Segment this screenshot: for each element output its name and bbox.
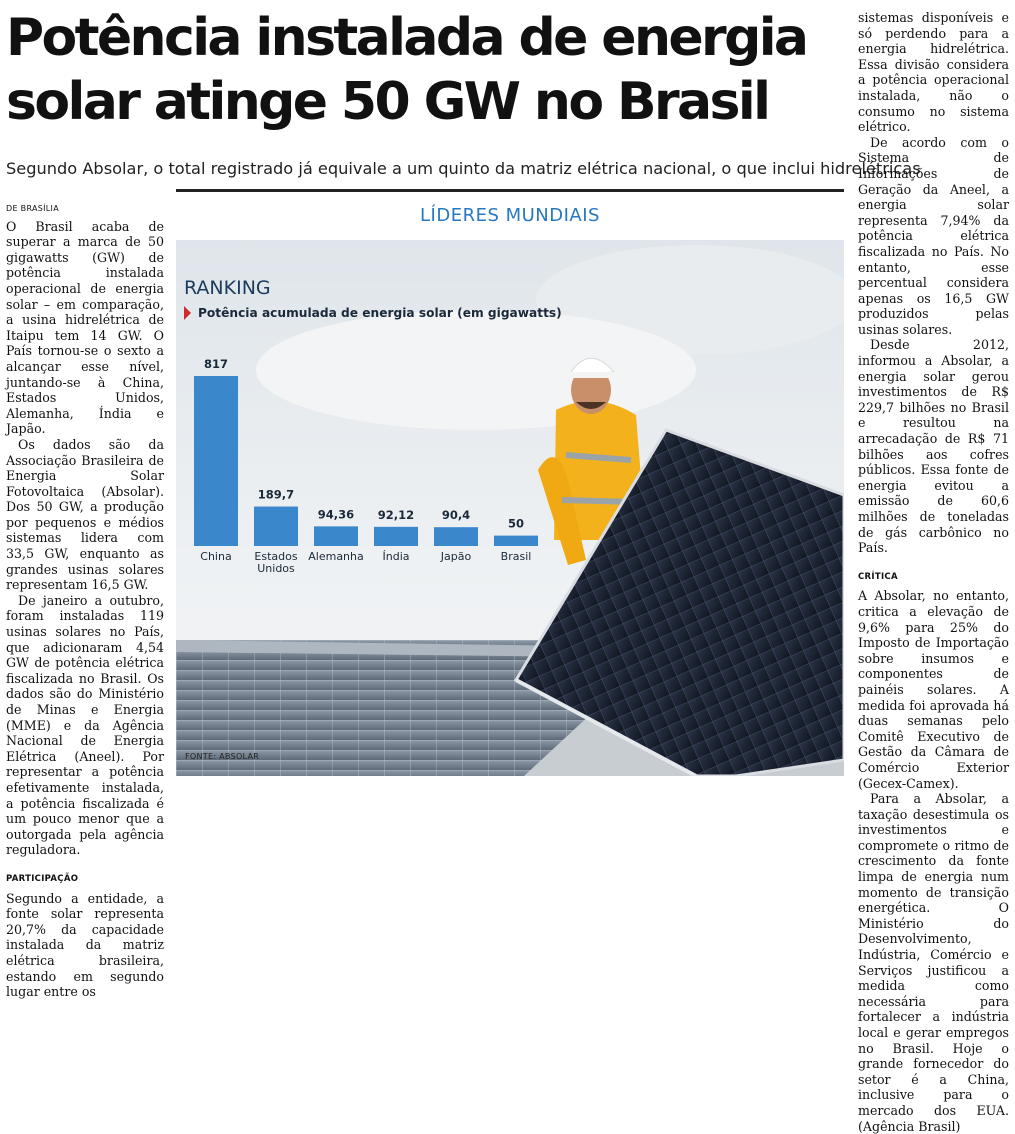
article-paragraph: Os dados são da Associação Brasileira de… xyxy=(6,436,164,593)
article-column-right: sistemas disponíveis e só perdendo para … xyxy=(858,10,1009,1134)
article-paragraph: De acordo com o Sistema de Informações d… xyxy=(858,134,1009,337)
chart-title-marker xyxy=(184,306,191,320)
subheadline: Segundo Absolar, o total registrado já e… xyxy=(6,159,921,178)
bar-value-label: 189,7 xyxy=(258,488,294,502)
article-paragraph: Desde 2012, informou a Absolar, a energi… xyxy=(858,337,1009,556)
bar-value-label: 817 xyxy=(204,357,228,371)
bar-value-label: 50 xyxy=(508,517,524,531)
ranking-label: RANKING xyxy=(184,277,271,299)
headline-line1: Potência instalada de energia xyxy=(6,8,809,68)
article-paragraph: sistemas disponíveis e só perdendo para … xyxy=(858,10,1009,135)
photo-illustration xyxy=(176,240,844,776)
article-paragraph: A Absolar, no entanto, critica a elevaçã… xyxy=(858,588,1009,791)
article-column-left: DE BRASÍLIA O Brasil acaba de superar a … xyxy=(6,201,164,1000)
bar-value-label: 94,36 xyxy=(318,507,354,521)
solar-panel xyxy=(513,428,844,776)
bar-estados-unidos xyxy=(254,506,298,546)
headline-line2: solar atinge 50 GW no Brasil xyxy=(6,72,771,132)
chart-source: FONTE: ABSOLAR xyxy=(185,752,260,761)
category-label: Estados xyxy=(254,550,297,563)
bar-brasil xyxy=(494,535,538,546)
category-label: Índia xyxy=(383,550,410,563)
category-label: Japão xyxy=(440,550,472,563)
bar-japão xyxy=(434,527,478,546)
chart-title: Potência acumulada de energia solar (em … xyxy=(198,306,562,320)
bar-value-label: 90,4 xyxy=(442,508,470,522)
bar-índia xyxy=(374,526,418,546)
category-label: Brasil xyxy=(501,550,532,563)
dateline: DE BRASÍLIA xyxy=(6,204,59,213)
section-kicker: CRÍTICA xyxy=(858,571,898,582)
graphic-title: LÍDERES MUNDIAIS xyxy=(420,205,600,226)
article-paragraph: Segundo a entidade, a fonte solar repres… xyxy=(6,890,164,1000)
graphic-top-rule xyxy=(176,189,844,192)
infographic: LÍDERES MUNDIAIS xyxy=(176,189,844,776)
article-paragraph: De janeiro a outubro, foram instaladas 1… xyxy=(6,592,164,858)
section-kicker: PARTICIPAÇÃO xyxy=(6,873,79,884)
bar-alemanha xyxy=(314,526,358,546)
category-label: Unidos xyxy=(257,562,295,575)
article-paragraph: Para a Absolar, a taxação desestimula os… xyxy=(858,791,1009,1134)
headline: Potência instalada de energia solar atin… xyxy=(6,6,846,134)
category-label: Alemanha xyxy=(308,550,364,563)
category-label: China xyxy=(200,550,231,563)
article-paragraph: O Brasil acaba de superar a marca de 50 … xyxy=(6,218,164,437)
bar-value-label: 92,12 xyxy=(378,508,414,522)
bar-china xyxy=(194,376,238,546)
solar-panel-photo xyxy=(176,240,844,776)
